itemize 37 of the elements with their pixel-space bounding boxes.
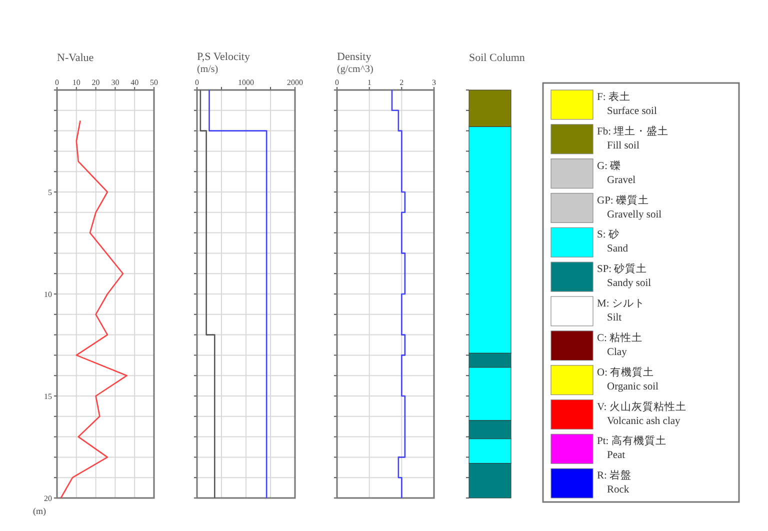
category-label: S: 砂 Sand (597, 228, 629, 255)
category-label: V: 火山灰質粘性土 Volcanic ash clay (597, 400, 686, 427)
x-tick-label: 1000 (238, 78, 254, 87)
x-tick-label: 30 (111, 78, 120, 87)
x-tick-label: 1 (367, 78, 372, 87)
x-tick-label: 50 (150, 78, 158, 87)
x-tick-label: 3 (432, 78, 436, 87)
category-label: GP: 礫質土 Gravelly soil (597, 193, 662, 220)
chart-title: Soil Column (469, 52, 526, 64)
category-label: SP: 砂質土 Sandy soil (597, 262, 652, 290)
category-label: M: シルト Silt (597, 298, 645, 324)
category-label: G: 礫 Gravel (597, 158, 636, 186)
chart-title: P,S Velocity (197, 51, 250, 63)
chart-subtitle: (g/cm^3) (337, 64, 374, 75)
chart-title: N-Value (57, 52, 94, 64)
y-tick-label: 20 (44, 494, 52, 503)
line-series (60, 120, 128, 499)
category-label: R: 岩盤 Rock (597, 468, 632, 496)
x-tick-label: 2 (400, 78, 404, 87)
x-tick-label: 0 (335, 78, 339, 87)
text: (m) (33, 506, 46, 516)
category-label: Fb: 埋土・盛土 Fill soil (597, 124, 669, 152)
category-label: F: 表土 Surface soil (597, 90, 657, 117)
x-tick-label: 40 (130, 78, 139, 87)
y-tick-label: 15 (44, 392, 52, 401)
y-tick-label: 5 (48, 188, 52, 197)
x-tick-label: 0 (195, 78, 199, 87)
x-tick-label: 2000 (287, 78, 303, 87)
chart-title: Density (337, 51, 372, 63)
x-tick-label: 10 (72, 78, 80, 87)
x-tick-label: 20 (92, 78, 100, 87)
chart-subtitle: (m/s) (197, 64, 218, 75)
x-tick-label: 0 (55, 78, 59, 87)
category-label: C: 粘性土 Clay (597, 330, 643, 358)
y-tick-label: 10 (44, 290, 52, 299)
category-label: Pt: 高有機質土 Peat (597, 434, 666, 462)
category-label: O: 有機質土 Organic soil (597, 365, 659, 392)
